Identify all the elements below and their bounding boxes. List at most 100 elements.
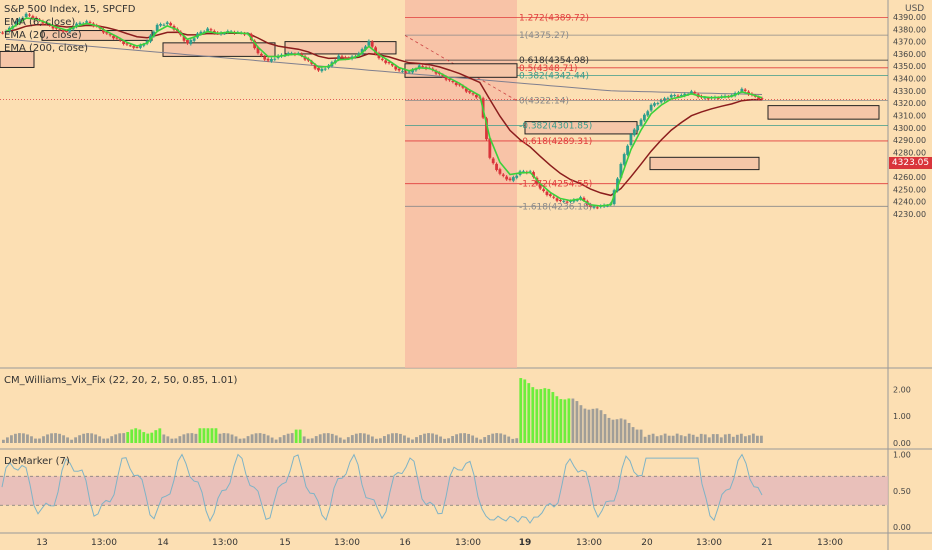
- vix-bar: [575, 401, 579, 443]
- candle-body: [757, 97, 761, 99]
- vix-bar: [703, 434, 707, 443]
- vix-bar: [387, 434, 390, 443]
- candle-body: [629, 134, 633, 146]
- vix-bar: [322, 433, 326, 443]
- candle-body: [417, 65, 421, 69]
- vix-bar: [407, 437, 410, 443]
- candle-body: [0, 31, 1, 34]
- fib-level-label: -1.618(4236.18): [519, 202, 592, 212]
- vix-bar: [731, 436, 735, 443]
- time-tick-label: 13:00: [576, 538, 602, 548]
- ema20-line: [5, 23, 762, 197]
- time-tick-label: 13: [36, 538, 47, 548]
- vix-bar: [238, 438, 242, 443]
- candle-body: [411, 69, 414, 73]
- candle-body: [740, 88, 744, 92]
- vix-tick-label: 1.00: [893, 412, 911, 421]
- vix-bar: [162, 434, 166, 443]
- candle-body: [562, 200, 566, 202]
- vix-bar: [2, 439, 5, 443]
- vix-bar: [278, 437, 282, 443]
- candle-body: [88, 21, 92, 23]
- vix-bar: [118, 433, 122, 443]
- vix-bar: [551, 392, 555, 443]
- candle-body: [592, 206, 596, 208]
- vix-bar: [671, 435, 675, 443]
- currency-label: USD: [905, 4, 925, 14]
- vix-bar: [310, 438, 314, 443]
- vix-bar: [623, 419, 627, 443]
- vix-bar: [146, 433, 150, 443]
- price-tick-label: 4390.00: [893, 13, 926, 22]
- vix-bar: [206, 428, 210, 443]
- vix-bar: [683, 436, 687, 443]
- candle-body: [199, 31, 203, 35]
- candle-body: [286, 53, 290, 55]
- order-block-boxes: [0, 30, 880, 171]
- vix-bar: [415, 437, 418, 443]
- candle-body: [511, 177, 515, 181]
- candle-body: [454, 82, 458, 86]
- price-tick-label: 4300.00: [893, 124, 926, 133]
- vix-bar: [595, 408, 599, 443]
- time-tick-label: 16: [399, 538, 411, 548]
- vix-bar: [262, 433, 266, 443]
- candle-body: [209, 29, 213, 31]
- time-tick-label: 19: [519, 538, 532, 548]
- vix-bar: [423, 433, 426, 443]
- vix-bar: [74, 437, 77, 443]
- candle-body: [139, 44, 142, 48]
- vix-bar: [487, 435, 491, 443]
- candle-body: [693, 92, 697, 94]
- vix-bar: [82, 433, 86, 443]
- vix-bar: [86, 433, 90, 443]
- vix-bar: [643, 436, 647, 443]
- vix-bar: [687, 433, 691, 443]
- vix-bar: [46, 434, 49, 443]
- vix-bar: [631, 427, 635, 443]
- vix-bar: [607, 417, 611, 443]
- candle-body: [464, 88, 468, 92]
- vix-bar: [591, 408, 595, 443]
- vix-bar: [707, 437, 711, 443]
- candle-body: [162, 24, 166, 26]
- vix-bar: [647, 434, 651, 443]
- candle-body: [55, 27, 58, 29]
- vix-bar: [58, 433, 61, 443]
- vix-bar: [134, 428, 138, 443]
- vix-bar: [334, 435, 338, 443]
- candle-body: [18, 18, 21, 22]
- vix-bar: [66, 437, 69, 443]
- price-tick-label: 4290.00: [893, 136, 926, 145]
- vix-bar: [194, 433, 198, 443]
- vix-bar: [366, 434, 370, 443]
- vix-bar: [178, 436, 182, 443]
- vix-bar: [427, 433, 430, 443]
- price-tick-label: 4380.00: [893, 25, 926, 34]
- vix-bar: [471, 435, 475, 443]
- candle-body: [169, 23, 173, 26]
- legend-ema200: EMA (200, close): [4, 43, 88, 54]
- vix-bar: [635, 429, 639, 443]
- fib-level-label: -0.618(4289.31): [519, 137, 592, 147]
- vix-bar: [547, 388, 551, 443]
- vix-bar: [22, 433, 25, 443]
- vix-bar: [619, 418, 623, 443]
- vix-bar: [350, 435, 354, 443]
- vix-tick-label: 0.00: [893, 439, 911, 448]
- vix-bar: [70, 439, 73, 443]
- last-price-tag: 4323.05: [889, 157, 932, 169]
- legend-ema6: EMA (6, close): [4, 17, 76, 28]
- candle-body: [118, 39, 122, 41]
- candle-body: [716, 97, 720, 99]
- candle-body: [491, 158, 495, 164]
- vix-bar: [559, 399, 563, 443]
- vix-bar: [362, 433, 366, 443]
- vix-bar: [535, 389, 539, 443]
- candle-body: [152, 31, 156, 37]
- candle-body: [401, 70, 404, 72]
- price-tick-label: 4230.00: [893, 210, 926, 219]
- ema20-series: [5, 23, 762, 197]
